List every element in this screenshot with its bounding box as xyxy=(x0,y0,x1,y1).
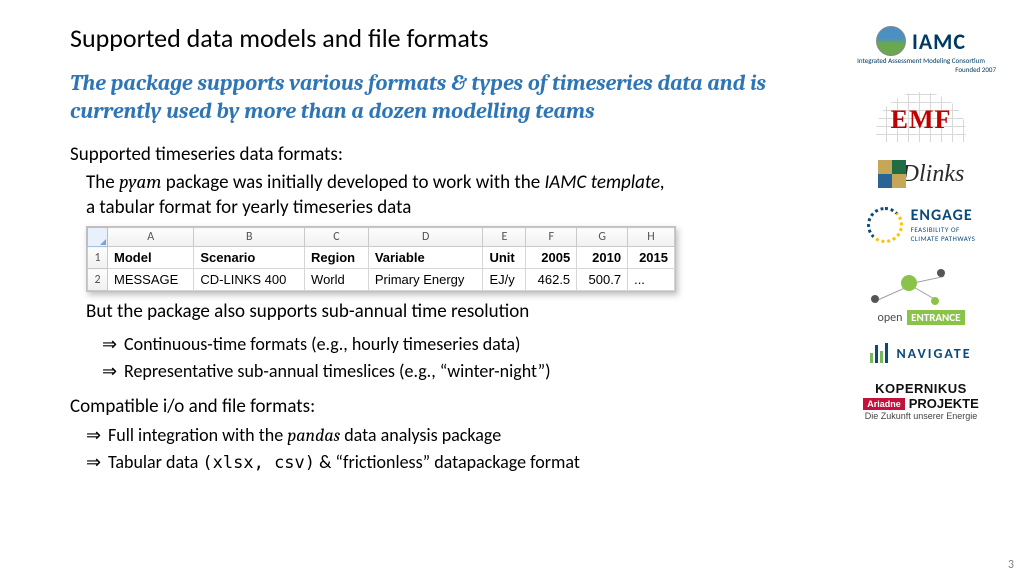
bars-icon xyxy=(870,343,890,363)
cdlinks-logo: Dlinks xyxy=(846,160,996,188)
cell-2005: 462.5 xyxy=(526,269,577,291)
engage-sub1: FEASIBILITY OF xyxy=(911,225,976,234)
bullet-pandas: Full integration with the pandas data an… xyxy=(86,422,806,449)
engage-sub2: CLIMATE PATHWAYS xyxy=(911,234,976,243)
cell-2010: 500.7 xyxy=(577,269,628,291)
iamc-template: IAMC template, xyxy=(544,171,664,194)
after-table-text: But the package also supports sub-annual… xyxy=(86,300,806,325)
section-2: Compatible i/o and file formats: Full in… xyxy=(70,395,806,477)
cell-model: MESSAGE xyxy=(108,269,194,291)
iamc-subtitle: Integrated Assessment Modeling Consortiu… xyxy=(857,56,985,65)
ariadne-tag: Ariadne xyxy=(863,398,905,410)
emf-logo: EMF xyxy=(846,92,996,142)
col-F: F xyxy=(526,228,577,247)
col-H: H xyxy=(628,228,675,247)
open-text: open xyxy=(878,311,903,325)
text: data analysis package xyxy=(340,424,501,446)
iamc-founded: Founded 2007 xyxy=(846,65,996,74)
cell-2015: ... xyxy=(628,269,675,291)
cell-region: World xyxy=(305,269,369,291)
open-entrance-logo: open ENTRANCE xyxy=(846,261,996,325)
rownum-1: 1 xyxy=(88,247,108,269)
hdr-2005: 2005 xyxy=(526,247,577,269)
col-C: C xyxy=(305,228,369,247)
entrance-text: ENTRANCE xyxy=(907,310,964,325)
text: Tabular data xyxy=(108,451,202,473)
slide: Supported data models and file formats T… xyxy=(0,0,1024,576)
main-content: Supported data models and file formats T… xyxy=(70,22,836,566)
col-letter-row: A B C D E F G H xyxy=(88,228,675,247)
kop-line1: KOPERNIKUS xyxy=(875,381,967,396)
spreadsheet-table: A B C D E F G H 1 Model Scenario Region … xyxy=(87,227,675,291)
iamc-text: IAMC xyxy=(912,28,966,55)
text: Full integration with the xyxy=(108,424,287,446)
header-row: 1 Model Scenario Region Variable Unit 20… xyxy=(88,247,675,269)
hdr-2015: 2015 xyxy=(628,247,675,269)
hdr-2010: 2010 xyxy=(577,247,628,269)
section-1-label: Supported timeseries data formats: xyxy=(70,143,806,166)
text: package was initially developed to work … xyxy=(161,171,544,194)
hdr-unit: Unit xyxy=(483,247,526,269)
text: & “frictionless” datapackage format xyxy=(315,451,580,473)
cell-scenario: CD-LINKS 400 xyxy=(194,269,305,291)
cell-variable: Primary Energy xyxy=(368,269,483,291)
text: a tabular format for yearly timeseries d… xyxy=(86,196,411,219)
kop-line2: PROJEKTE xyxy=(909,396,979,411)
col-B: B xyxy=(194,228,305,247)
hdr-region: Region xyxy=(305,247,369,269)
col-E: E xyxy=(483,228,526,247)
col-D: D xyxy=(368,228,483,247)
bullet-continuous: Continuous-time formats (e.g., hourly ti… xyxy=(102,331,806,358)
globe-icon xyxy=(876,26,906,56)
text: The xyxy=(86,171,119,194)
navigate-logo: NAVIGATE xyxy=(846,343,996,363)
network-icon xyxy=(871,265,951,305)
cdlinks-links: links xyxy=(919,161,964,188)
pyam-name: pyam xyxy=(119,171,161,193)
pandas-name: pandas xyxy=(287,425,340,446)
puzzle-icon xyxy=(878,160,906,188)
engage-text: ENGAGE xyxy=(911,206,976,225)
subannual-list: Continuous-time formats (e.g., hourly ti… xyxy=(102,331,806,385)
dotted-ring-icon xyxy=(867,207,903,243)
corner-cell xyxy=(88,228,108,247)
page-number: 3 xyxy=(1008,558,1014,572)
navigate-text: NAVIGATE xyxy=(896,345,971,362)
iamc-logo: IAMC Integrated Assessment Modeling Cons… xyxy=(846,26,996,74)
emf-text: EMF xyxy=(891,105,952,135)
slide-subtitle: The package supports various formats & t… xyxy=(70,70,806,125)
bullet-tabular: Tabular data (xlsx, csv) & “frictionless… xyxy=(86,449,806,477)
rownum-2: 2 xyxy=(88,269,108,291)
hdr-scenario: Scenario xyxy=(194,247,305,269)
slide-title: Supported data models and file formats xyxy=(70,22,806,54)
engage-logo: ENGAGE FEASIBILITY OF CLIMATE PATHWAYS xyxy=(846,206,996,243)
kop-line3: Die Zukunft unserer Energie xyxy=(865,411,978,421)
hdr-variable: Variable xyxy=(368,247,483,269)
col-A: A xyxy=(108,228,194,247)
hdr-model: Model xyxy=(108,247,194,269)
intro-paragraph: The pyam package was initially developed… xyxy=(86,170,806,220)
cell-unit: EJ/y xyxy=(483,269,526,291)
logo-column: IAMC Integrated Assessment Modeling Cons… xyxy=(836,22,1006,566)
xlsx-csv: (xlsx, csv) xyxy=(202,453,315,473)
bullet-timeslices: Representative sub-annual timeslices (e.… xyxy=(102,358,806,385)
data-row: 2 MESSAGE CD-LINKS 400 World Primary Ene… xyxy=(88,269,675,291)
col-G: G xyxy=(577,228,628,247)
section-2-label: Compatible i/o and file formats: xyxy=(70,395,806,418)
iamc-table-screenshot: A B C D E F G H 1 Model Scenario Region … xyxy=(86,226,676,292)
io-list: Full integration with the pandas data an… xyxy=(86,422,806,477)
kopernikus-logo: KOPERNIKUS Ariadne PROJEKTE Die Zukunft … xyxy=(846,381,996,421)
